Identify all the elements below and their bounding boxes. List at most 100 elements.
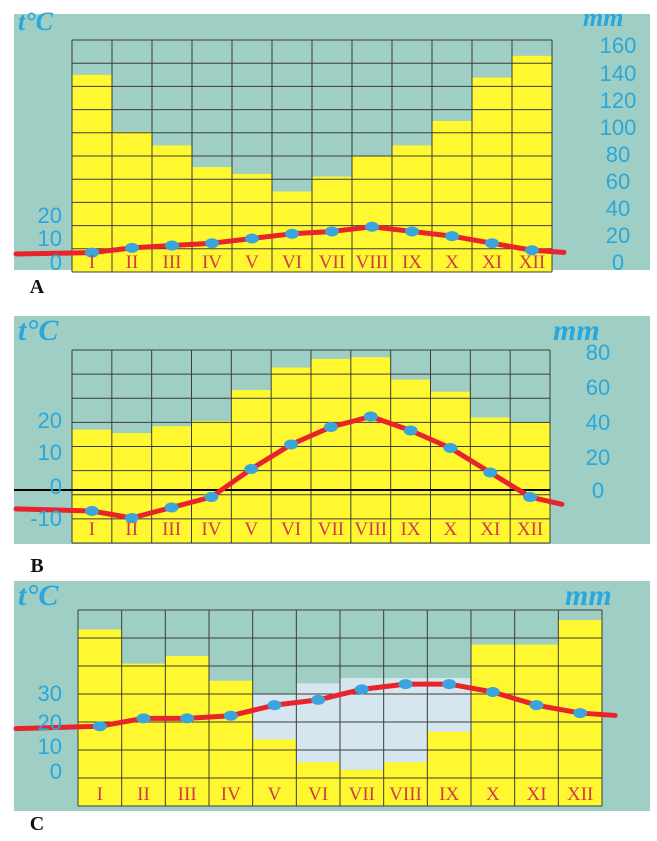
temp-point-IX — [403, 425, 418, 436]
month-label: VIII — [389, 784, 422, 805]
precipitation-bars — [78, 620, 602, 806]
right-tick-label: 40 — [586, 410, 610, 435]
left-tick-label: 0 — [50, 474, 62, 499]
month-label: XII — [519, 252, 545, 273]
precip-bar-VIII — [383, 762, 428, 806]
temp-point-IV — [223, 710, 238, 721]
right-tick-label: 100 — [600, 115, 637, 140]
left-tick-label: 10 — [38, 734, 62, 759]
temp-point-V — [267, 700, 282, 711]
month-label: X — [445, 252, 459, 273]
temp-point-XI — [483, 467, 498, 478]
month-label: V — [244, 519, 258, 540]
precip-bar-I — [72, 429, 112, 543]
month-label: VI — [281, 519, 301, 540]
temp-point-I — [85, 247, 99, 258]
right-tick-label: 80 — [606, 142, 630, 167]
right-tick-label: 160 — [600, 33, 637, 58]
month-label: VI — [282, 252, 302, 273]
month-label: III — [162, 519, 181, 540]
right-unit-label: mm — [583, 3, 623, 32]
temp-point-XII — [573, 708, 588, 719]
precip-bar-IX — [390, 379, 431, 543]
month-label: II — [126, 252, 139, 273]
temp-point-II — [125, 242, 139, 253]
temp-point-III — [165, 240, 179, 251]
left-tick-label: 10 — [38, 440, 62, 465]
temp-point-VII — [323, 422, 338, 432]
month-label: XI — [480, 519, 500, 540]
temp-point-III — [164, 502, 179, 513]
panel-label: B — [30, 555, 43, 577]
right-tick-label: 60 — [606, 169, 630, 194]
month-label: VII — [318, 519, 344, 540]
precip-bar-XII — [510, 422, 550, 543]
left-tick-label: 20 — [38, 203, 62, 228]
month-label: II — [137, 784, 150, 805]
humid-area-segment — [383, 678, 428, 763]
month-label: VII — [349, 784, 375, 805]
panel-label: C — [30, 813, 44, 835]
month-label: I — [97, 784, 103, 805]
precip-bar-III — [165, 656, 209, 806]
month-label: III — [163, 252, 182, 273]
month-label: IV — [202, 252, 222, 273]
grid — [71, 349, 551, 544]
precip-bar-X — [432, 120, 472, 272]
panel-label: A — [30, 276, 45, 298]
left-tick-label: 30 — [38, 681, 62, 706]
month-label: IV — [201, 519, 221, 540]
month-label: VIII — [354, 519, 387, 540]
precip-bar-VI — [296, 762, 340, 806]
temp-point-IV — [205, 238, 219, 249]
grid — [77, 609, 603, 807]
precip-bar-XII — [512, 55, 552, 272]
left-unit-label: t°C — [18, 7, 54, 36]
right-unit-label: mm — [565, 579, 612, 612]
precip-bar-IV — [192, 167, 232, 272]
month-label: X — [444, 519, 458, 540]
temp-point-VIII — [363, 411, 378, 422]
right-tick-label: 20 — [586, 445, 610, 470]
month-label: XII — [517, 519, 543, 540]
precip-bar-VIII — [352, 156, 392, 272]
month-label: XI — [482, 252, 502, 273]
precip-bar-VII — [312, 176, 352, 272]
right-tick-label: 120 — [600, 88, 637, 113]
temp-point-XII — [523, 492, 538, 502]
precip-bar-III — [152, 145, 192, 272]
temp-point-XII — [525, 245, 539, 256]
right-tick-label: 40 — [606, 196, 630, 221]
left-unit-label: t°C — [18, 579, 59, 612]
climate-panel-b: I II III IV V VI VII VIII IX X XI XII-1001020020406… — [13, 314, 650, 544]
month-label: VI — [308, 784, 328, 805]
precip-bar-VIII — [350, 357, 391, 543]
month-label: X — [486, 784, 500, 805]
precip-bar-IX — [427, 731, 471, 806]
left-tick-label: 20 — [38, 408, 62, 433]
temp-point-V — [244, 464, 259, 474]
month-label: I — [89, 519, 95, 540]
precip-bar-X — [471, 644, 515, 806]
temp-point-IV — [204, 492, 219, 502]
month-label: IX — [401, 519, 421, 540]
climate-panel-a: I II III IV V VI VII VIII IX X XI XII01020020406080… — [13, 3, 650, 275]
month-label: I — [89, 252, 95, 273]
month-label: IV — [221, 784, 241, 805]
precip-bar-IV — [191, 421, 232, 543]
temp-point-I — [92, 721, 107, 732]
temp-point-IX — [442, 679, 457, 690]
month-label: VIII — [356, 252, 389, 273]
precip-bar-III — [151, 426, 192, 543]
temp-point-VI — [311, 694, 326, 705]
precipitation-bars — [72, 55, 552, 273]
temp-point-VII — [354, 684, 369, 695]
month-label: V — [268, 784, 282, 805]
precip-bar-II — [121, 663, 166, 806]
temp-point-VI — [285, 228, 299, 239]
temperature-line — [13, 414, 565, 521]
temp-point-IX — [405, 226, 419, 237]
temperature-line — [13, 681, 618, 732]
